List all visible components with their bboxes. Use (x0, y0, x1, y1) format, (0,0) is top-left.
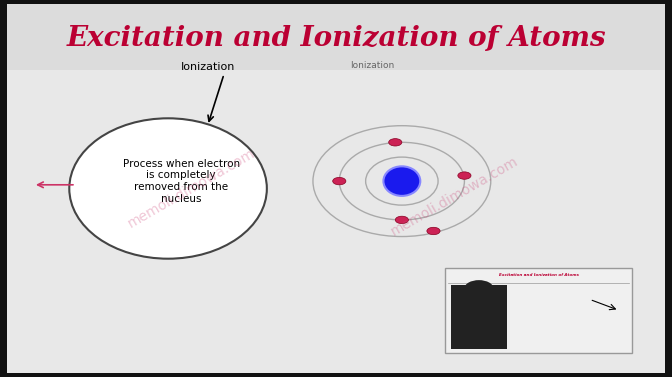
Ellipse shape (384, 166, 420, 196)
FancyBboxPatch shape (452, 285, 507, 349)
Text: memoli.dimowa.com: memoli.dimowa.com (388, 153, 521, 238)
Circle shape (395, 216, 409, 224)
Text: Excitation and Ionization of Atoms: Excitation and Ionization of Atoms (499, 273, 579, 277)
FancyBboxPatch shape (7, 4, 665, 373)
Circle shape (333, 178, 346, 185)
Text: Process when electron
is completely
removed from the
nucleus: Process when electron is completely remo… (123, 159, 240, 204)
FancyBboxPatch shape (445, 268, 632, 353)
Circle shape (427, 227, 440, 234)
Ellipse shape (69, 118, 267, 259)
FancyBboxPatch shape (7, 4, 665, 70)
Circle shape (464, 280, 493, 296)
Text: memoli.dimowa.com: memoli.dimowa.com (125, 146, 257, 231)
Circle shape (388, 139, 402, 146)
Text: Excitation and Ionization of Atoms: Excitation and Ionization of Atoms (66, 25, 606, 52)
Text: Ionization: Ionization (350, 61, 394, 70)
Circle shape (458, 172, 471, 179)
Text: Ionization: Ionization (180, 62, 235, 72)
